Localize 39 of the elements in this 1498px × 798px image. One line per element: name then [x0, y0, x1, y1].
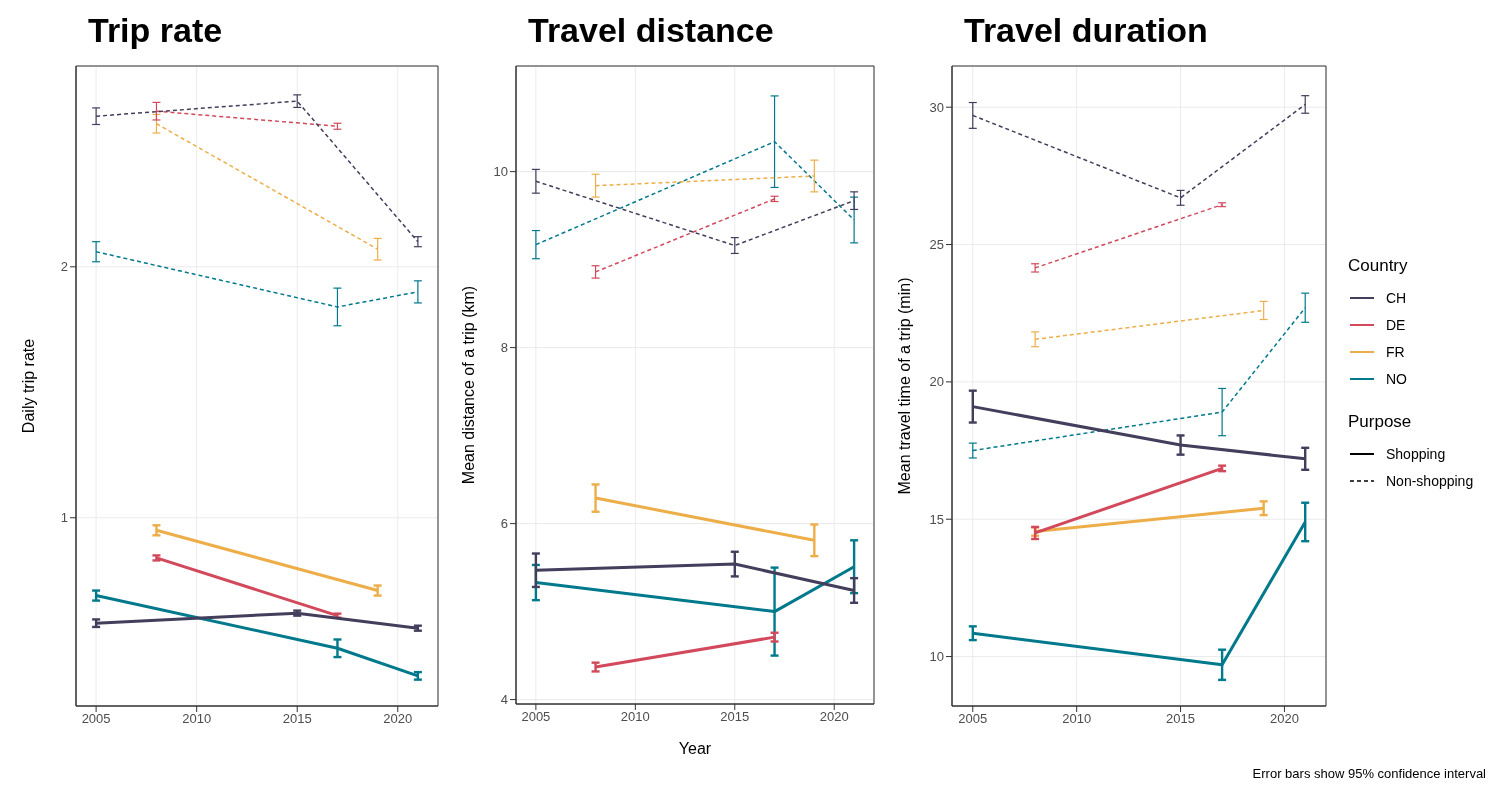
y-tick-label: 1: [60, 510, 68, 526]
x-tick-label: 2010: [1062, 711, 1092, 727]
text: Non-shopping: [1386, 472, 1474, 489]
x-tick-label: 2010: [620, 709, 650, 725]
y-tick-label: 15: [929, 511, 944, 527]
x-tick-label: 2005: [81, 711, 111, 727]
y-tick-label: 8: [500, 340, 508, 356]
text: Shopping: [1386, 445, 1446, 462]
y-tick-label: 10: [929, 649, 944, 665]
chart-title: Trip rate: [88, 10, 224, 51]
y-tick-label: 10: [493, 164, 508, 180]
legend-label: CH: [1386, 289, 1407, 306]
y-tick-label: 30: [929, 99, 944, 115]
legend-label: NO: [1386, 370, 1407, 387]
x-tick-label: 2010: [182, 711, 212, 727]
legend-title: Country: [1348, 256, 1409, 276]
x-tick-label: 2020: [1269, 711, 1299, 727]
y-tick-label: 4: [500, 692, 508, 708]
chart-title: Travel distance: [528, 10, 775, 51]
y-tick-label: 6: [500, 516, 508, 532]
x-tick-label: 2015: [720, 709, 750, 725]
y-axis-title: Mean travel time of a trip (min): [895, 277, 913, 495]
text: Error bars show 95% confidence interval: [1252, 766, 1486, 781]
legend-label: FR: [1386, 343, 1405, 360]
x-tick-label: 2015: [1166, 711, 1196, 727]
x-tick-label: 2015: [282, 711, 312, 727]
x-tick-label: 2005: [521, 709, 551, 725]
x-axis-title: Year: [678, 740, 712, 757]
x-tick-label: 2020: [383, 711, 413, 727]
y-tick-label: 20: [929, 374, 944, 390]
x-tick-label: 2020: [819, 709, 849, 725]
text: Purpose: [1348, 412, 1413, 432]
chart-title: Travel duration: [964, 10, 1209, 51]
legend-label: DE: [1386, 316, 1406, 333]
y-tick-label: 25: [929, 237, 944, 253]
y-axis-title: Daily trip rate: [19, 338, 37, 434]
x-tick-label: 2005: [958, 711, 988, 727]
y-axis-title: Mean distance of a trip (km): [459, 285, 477, 485]
y-tick-label: 2: [60, 259, 68, 275]
